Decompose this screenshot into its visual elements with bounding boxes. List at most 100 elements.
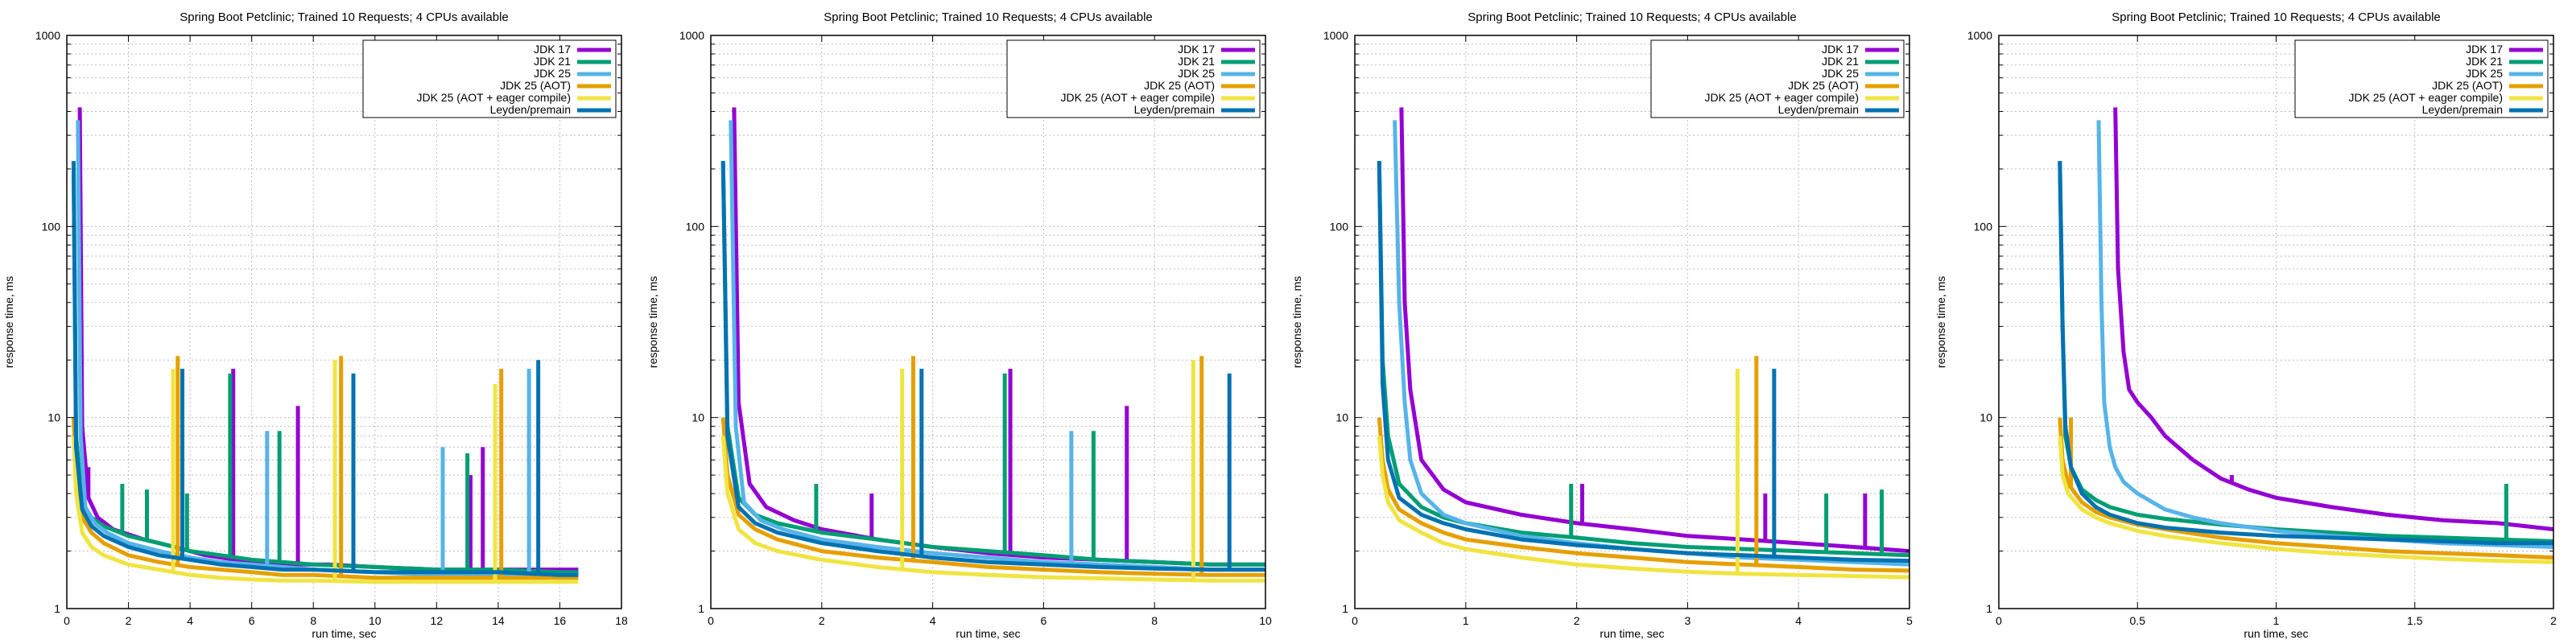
- x-tick-label: 2: [126, 614, 132, 627]
- x-tick-label: 2: [819, 614, 825, 627]
- y-tick-label: 1000: [1323, 29, 1348, 42]
- legend-label: Leyden/premain: [1134, 103, 1215, 116]
- y-tick-label: 1000: [35, 29, 60, 42]
- chart-title: Spring Boot Petclinic; Trained 10 Reques…: [1468, 10, 1797, 24]
- series-line-3: [1377, 417, 1910, 573]
- chart-title: Spring Boot Petclinic; Trained 10 Reques…: [180, 10, 509, 24]
- legend-label: JDK 17: [534, 43, 571, 56]
- series-line-0: [732, 107, 1265, 567]
- x-axis-label: run time, sec: [2244, 627, 2308, 640]
- y-tick-label: 100: [1974, 220, 1993, 233]
- x-tick-label: 1: [2273, 614, 2280, 627]
- x-tick-label: 0: [64, 614, 70, 627]
- x-tick-label: 16: [554, 614, 567, 627]
- legend-label: Leyden/premain: [1778, 103, 1859, 116]
- legend-label: JDK 21: [534, 55, 571, 68]
- plot-frame: [710, 35, 1266, 609]
- x-tick-label: 1.5: [2407, 614, 2423, 627]
- y-tick-label: 1000: [679, 29, 704, 42]
- series-line-4: [2058, 436, 2554, 564]
- y-tick-label: 10: [47, 411, 60, 424]
- legend-label: Leyden/premain: [490, 103, 571, 116]
- legend-label: JDK 25 (AOT + eager compile): [416, 91, 571, 104]
- x-tick-label: 14: [492, 614, 505, 627]
- x-tick-label: 8: [1151, 614, 1158, 627]
- x-tick-label: 0.5: [2130, 614, 2146, 627]
- y-tick-label: 100: [42, 220, 61, 233]
- legend-box: [1006, 39, 1261, 118]
- legend-label: JDK 17: [2466, 43, 2503, 56]
- chart-panel-1: 0 2 4 6 8 10 12 14 16 18 1 10 100 1000 Spring Boot Pet…: [2, 10, 628, 640]
- grid: [711, 35, 1265, 609]
- x-tick-label: 0: [708, 614, 714, 627]
- series-layer: [720, 107, 1265, 583]
- series-line-5: [720, 161, 1265, 572]
- y-tick-label: 1: [698, 602, 704, 615]
- series-line-0: [2113, 107, 2554, 531]
- x-tick-label: 4: [187, 614, 193, 627]
- plot-frame: [66, 35, 622, 609]
- series-line-1: [2058, 161, 2554, 543]
- legend-label: JDK 25 (AOT + eager compile): [1060, 91, 1215, 104]
- legend-label: JDK 25 (AOT + eager compile): [1704, 91, 1859, 104]
- y-axis-label: response time, ms: [1934, 276, 1947, 368]
- series-line-0: [1399, 107, 1910, 554]
- legend-label: JDK 25 (AOT): [1788, 79, 1859, 92]
- y-axis-label: response time, ms: [2, 276, 15, 368]
- grid: [1999, 35, 2553, 609]
- series-line-5: [2058, 161, 2553, 546]
- x-tick-label: 10: [369, 614, 382, 627]
- x-axis-label: run time, sec: [956, 627, 1020, 640]
- series-line-3: [720, 417, 1265, 577]
- legend-label: JDK 25: [1178, 67, 1215, 80]
- series-line-4: [720, 436, 1265, 583]
- x-tick-label: 0: [1352, 614, 1358, 627]
- legend-label: JDK 25 (AOT): [1144, 79, 1215, 92]
- series-line-5: [1377, 161, 1910, 564]
- series-line-2: [729, 120, 1265, 572]
- x-tick-label: 5: [1906, 614, 1913, 627]
- y-tick-label: 1000: [1967, 29, 1992, 42]
- grid: [67, 35, 621, 609]
- legend-label: JDK 17: [1178, 43, 1215, 56]
- y-axis-label: response time, ms: [1290, 276, 1303, 368]
- legend-box: [362, 39, 617, 118]
- legend-box: [2294, 39, 2549, 118]
- x-tick-label: 10: [1259, 614, 1272, 627]
- x-axis-label: run time, sec: [1600, 627, 1664, 640]
- legend-label: JDK 25: [1822, 67, 1859, 80]
- x-tick-label: 2: [2550, 614, 2557, 627]
- series-line-1: [1377, 161, 1910, 558]
- plot-frame: [1354, 35, 1910, 609]
- legend-label: Leyden/premain: [2422, 103, 2503, 116]
- chart-panel-2: 0 2 4 6 8 10 1 10 100 1000 Spring Boot Petclinic; …: [646, 10, 1272, 640]
- x-tick-label: 4: [1795, 614, 1802, 627]
- y-tick-label: 100: [686, 220, 705, 233]
- series-line-3: [71, 417, 579, 580]
- x-tick-label: 12: [431, 614, 444, 627]
- series-line-4: [71, 436, 579, 584]
- series-layer: [71, 107, 579, 584]
- series-layer: [2058, 107, 2554, 564]
- x-tick-label: 3: [1685, 614, 1691, 627]
- y-tick-label: 100: [1330, 220, 1349, 233]
- series-line-4: [1377, 436, 1910, 580]
- legend-label: JDK 21: [1822, 55, 1859, 68]
- legend-label: JDK 17: [1822, 43, 1859, 56]
- legend-label: JDK 25 (AOT): [2432, 79, 2503, 92]
- series-line-2: [76, 120, 579, 577]
- series-line-2: [2096, 120, 2554, 549]
- y-tick-label: 1: [54, 602, 60, 615]
- series-line-1: [720, 161, 1265, 567]
- legend-label: JDK 25: [2466, 67, 2503, 80]
- y-axis-label: response time, ms: [646, 276, 659, 368]
- series-line-2: [1393, 120, 1910, 567]
- x-tick-label: 1: [1463, 614, 1469, 627]
- legend-label: JDK 21: [2466, 55, 2503, 68]
- legend-label: JDK 25 (AOT): [500, 79, 571, 92]
- x-axis-label: run time, sec: [312, 627, 376, 640]
- legend-label: JDK 25 (AOT + eager compile): [2348, 91, 2503, 104]
